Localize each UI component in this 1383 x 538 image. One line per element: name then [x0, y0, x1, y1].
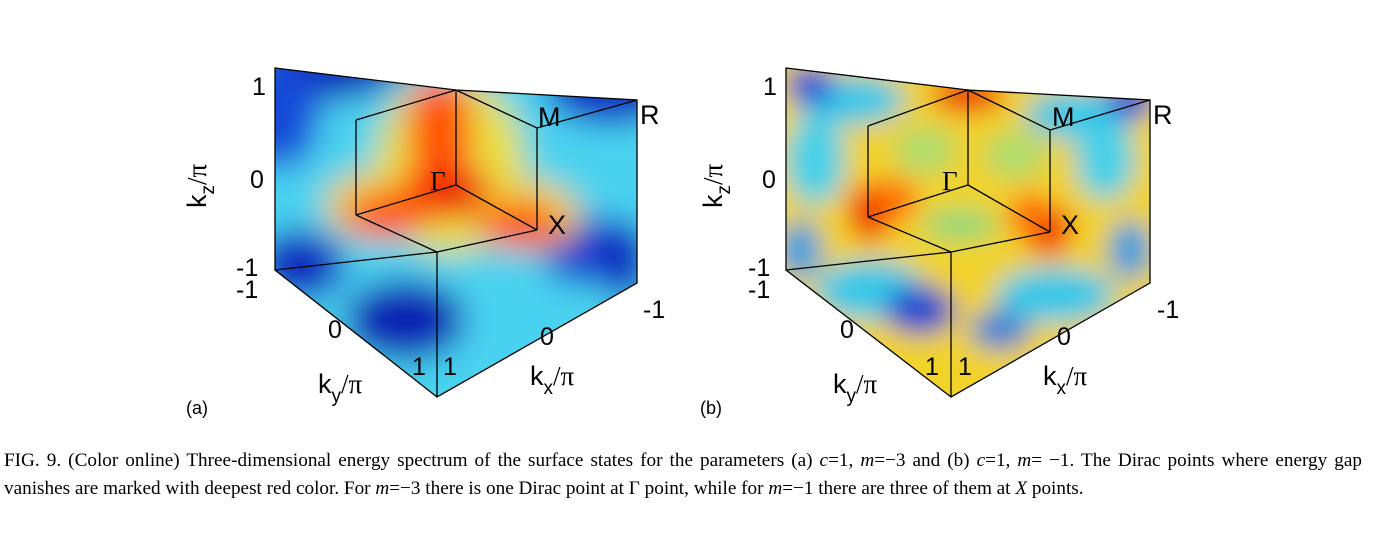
panel-tag-b: (b)	[700, 398, 722, 418]
x-point-label-b: X	[1061, 210, 1079, 240]
ky-tick-right-a: 1	[412, 353, 426, 381]
svg-text:kz/π: kz/π	[182, 163, 219, 208]
ky-axis-label-a: ky/π	[318, 369, 363, 407]
svg-text:kz/π: kz/π	[698, 163, 735, 208]
kz-tick-bottom-b: -1	[748, 254, 770, 282]
m-point-label-a: M	[538, 102, 561, 132]
kx-tick-right-b: -1	[1157, 296, 1179, 324]
kz-tick-mid-a: 0	[250, 166, 264, 194]
kz-axis-label-b: kz/π	[698, 163, 735, 208]
kx-tick-left-b: 1	[958, 353, 972, 381]
ky-axis-label-b: ky/π	[833, 369, 878, 407]
kx-tick-left-a: 1	[443, 353, 457, 381]
cube-wireframe-a	[274, 67, 638, 398]
energy-surface-a	[275, 68, 637, 397]
panel-b: 1 0 -1 -1 0 1 1 0 -1 kz/π ky/π kx/π Γ M …	[698, 67, 1179, 418]
ky-tick-left-b: -1	[748, 276, 770, 304]
panel-tag-a: (a)	[186, 398, 208, 418]
kx-axis-label-a: kx/π	[530, 361, 575, 399]
x-point-label-a: X	[548, 210, 566, 240]
kz-tick-top-a: 1	[252, 73, 266, 101]
m-point-label-b: M	[1052, 102, 1075, 132]
kx-tick-mid-a: 0	[540, 323, 554, 351]
ky-tick-mid-a: 0	[328, 316, 342, 344]
kz-axis-label-a: kz/π	[182, 163, 219, 208]
gamma-point-label-a: Γ	[430, 166, 446, 196]
figure-caption: FIG. 9. (Color online) Three-dimensional…	[4, 450, 1362, 499]
kx-tick-right-a: -1	[643, 296, 665, 324]
kz-tick-bottom-a: -1	[236, 254, 258, 282]
r-point-label-a: R	[640, 100, 660, 130]
kz-tick-mid-b: 0	[762, 166, 776, 194]
kx-tick-mid-b: 0	[1057, 323, 1071, 351]
gamma-point-label-b: Γ	[942, 166, 958, 196]
ky-tick-mid-b: 0	[840, 316, 854, 344]
figure-9: 1 0 -1 -1 0 1 1 0 -1 kz/π ky/π kx/π Γ M …	[182, 67, 1179, 418]
kx-axis-label-b: kx/π	[1043, 361, 1088, 399]
ky-tick-right-b: 1	[925, 353, 939, 381]
panel-a: 1 0 -1 -1 0 1 1 0 -1 kz/π ky/π kx/π Γ M …	[182, 67, 665, 418]
ky-tick-left-a: -1	[236, 276, 258, 304]
kz-tick-top-b: 1	[763, 73, 777, 101]
r-point-label-b: R	[1153, 100, 1173, 130]
cube-wireframe-b	[785, 67, 1151, 398]
